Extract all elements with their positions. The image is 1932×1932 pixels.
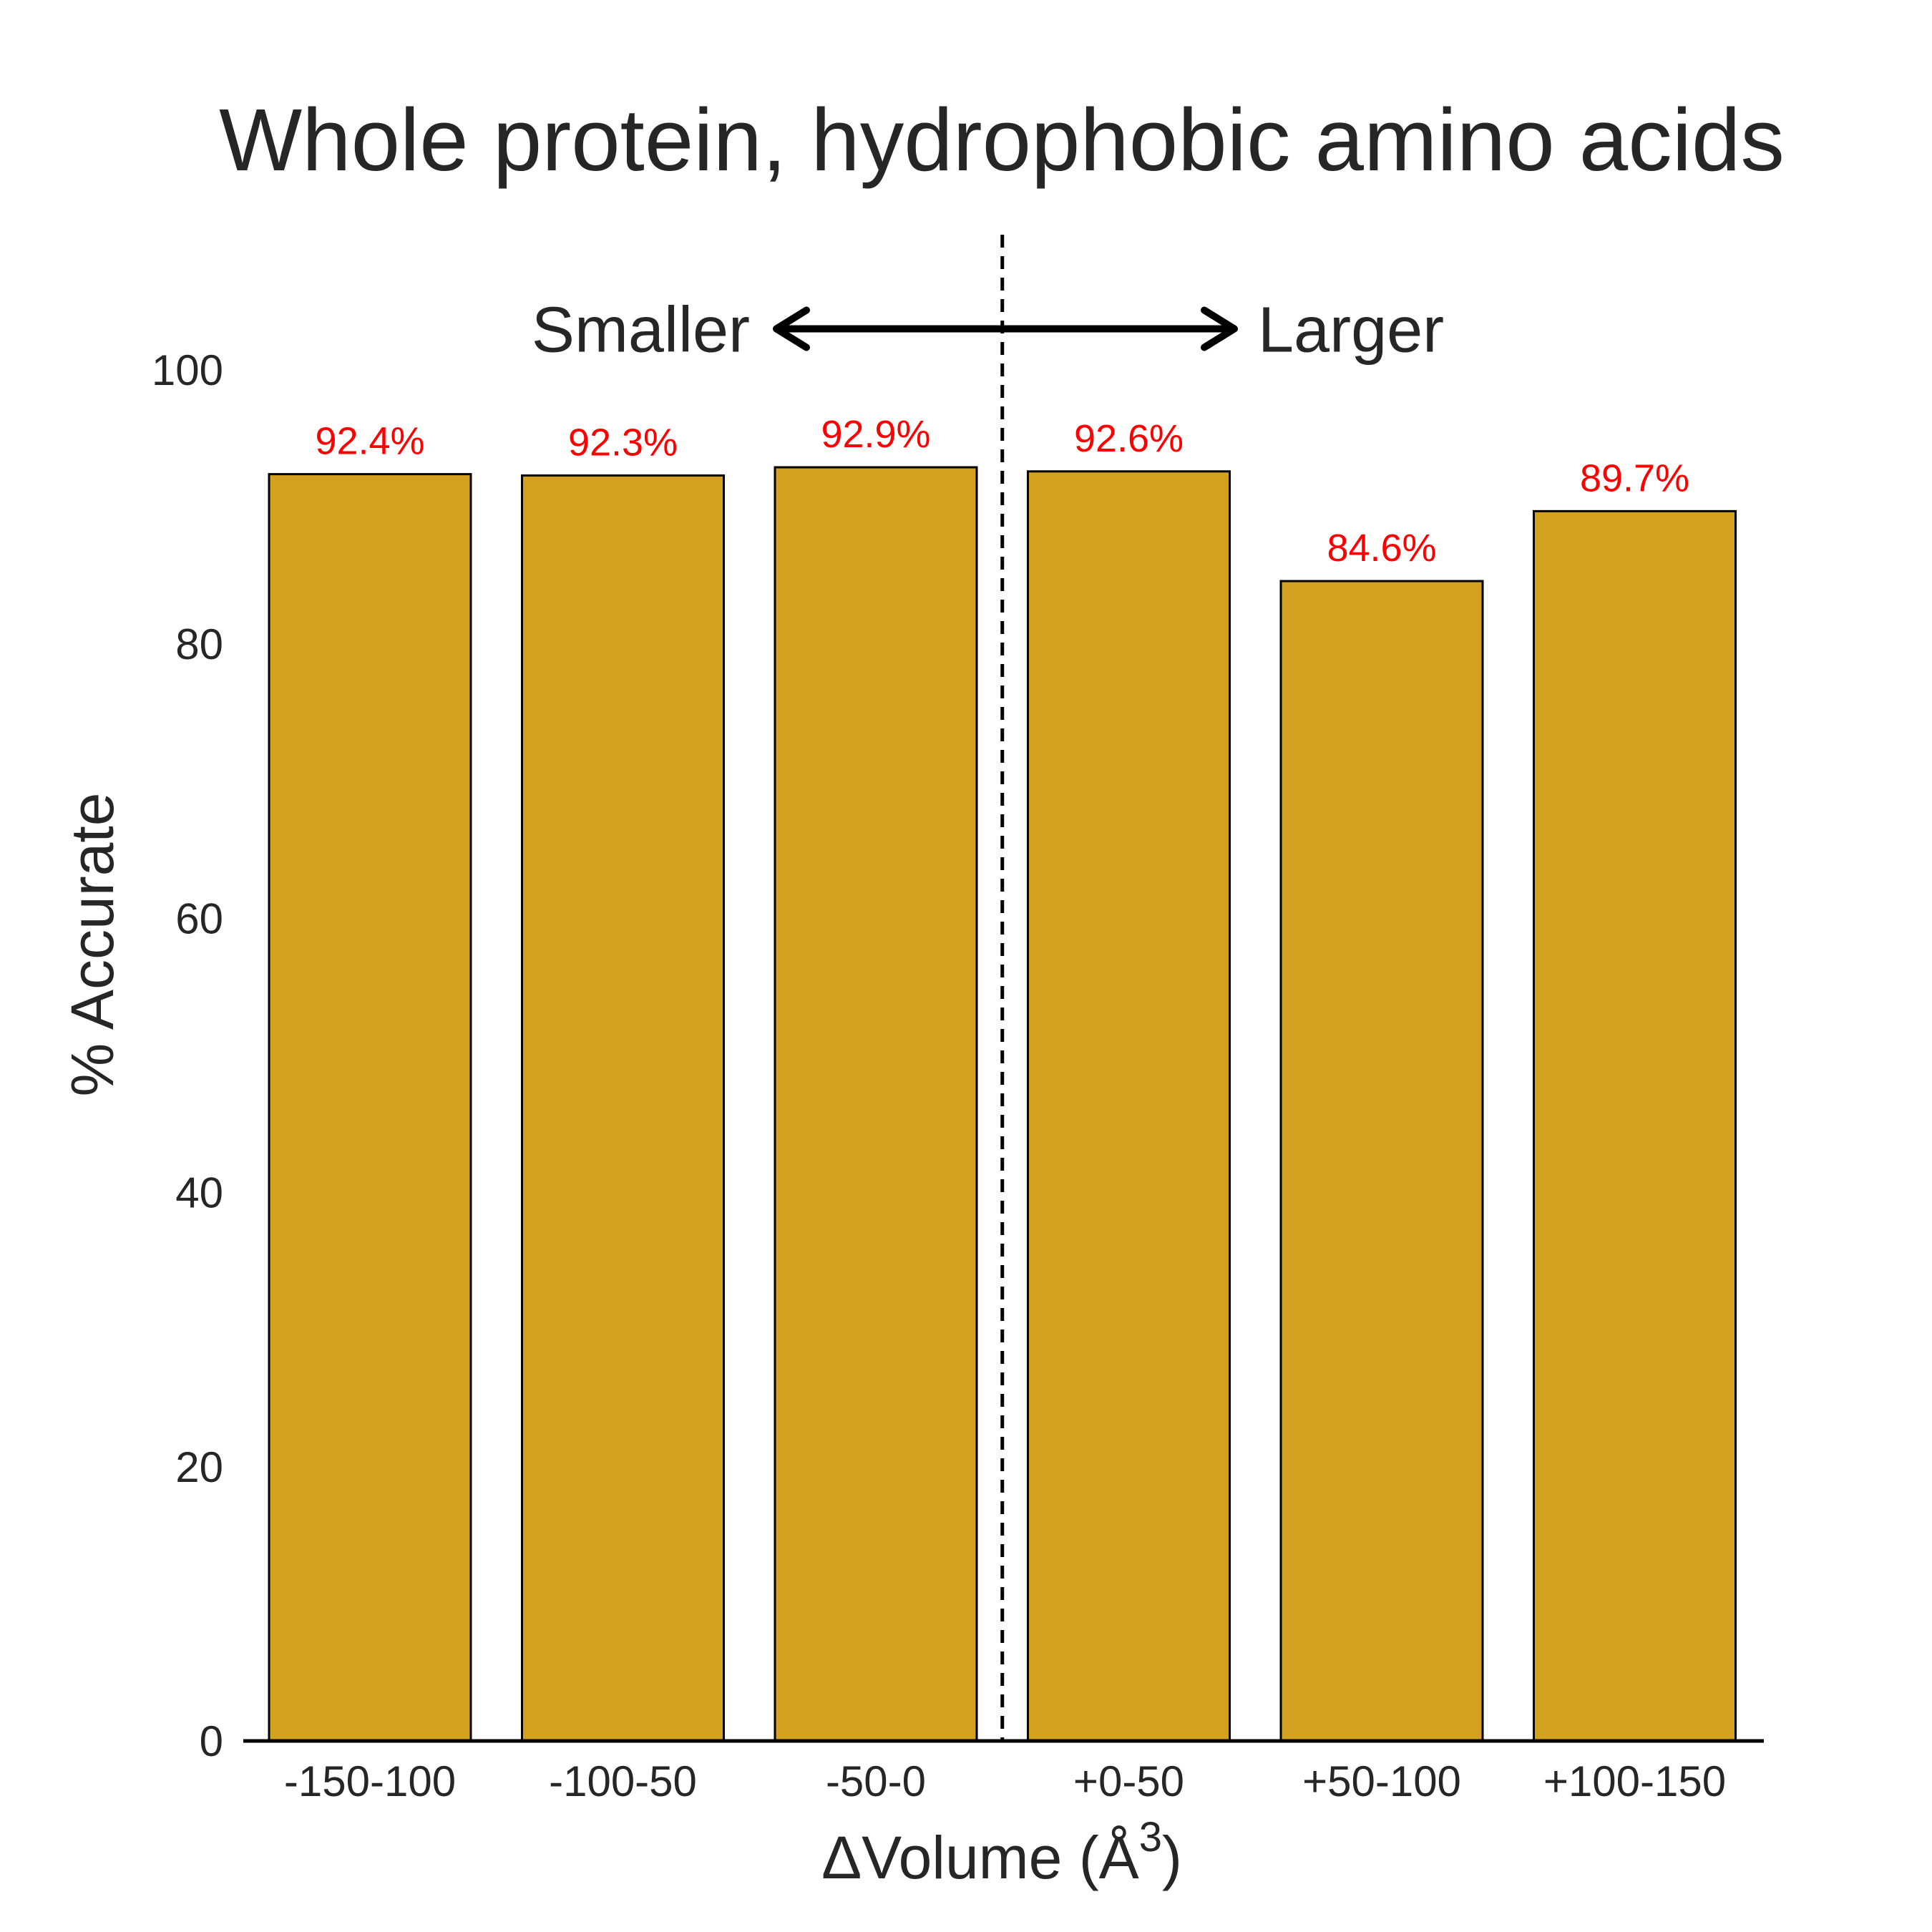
arrow-left-head — [773, 306, 810, 351]
x-axis-label-main: ΔVolume (Å — [821, 1824, 1139, 1891]
value-label-+0-50: 92.6% — [1074, 417, 1184, 460]
value-label--150-100: 92.4% — [315, 420, 424, 463]
x-tick-label: +0-50 — [1073, 1757, 1184, 1805]
arrow-right-head — [1201, 306, 1238, 351]
bar-+100-150 — [1533, 509, 1737, 1742]
x-axis-label-superscript: 3 — [1139, 1814, 1162, 1860]
annotation-larger: Larger — [1258, 295, 1444, 366]
x-axis-label: ΔVolume (Å3) — [821, 1814, 1182, 1891]
y-tick-label: 80 — [175, 620, 223, 668]
bar--50-0 — [774, 466, 978, 1742]
x-tick-label: +50-100 — [1302, 1757, 1461, 1805]
direction-arrow — [773, 306, 1238, 351]
y-axis-label: % Accurate — [59, 793, 126, 1097]
bars-layer — [268, 466, 1737, 1742]
y-tick-label: 0 — [200, 1717, 223, 1765]
value-label--100-50: 92.3% — [568, 421, 678, 464]
chart-title: Whole protein, hydrophobic amino acids — [219, 92, 1785, 190]
y-tick-label: 40 — [175, 1169, 223, 1217]
bar--150-100 — [268, 473, 472, 1742]
x-tick-label: +100-150 — [1543, 1757, 1726, 1805]
annotation-smaller: Smaller — [532, 295, 750, 366]
bar-+0-50 — [1027, 470, 1231, 1742]
bar-+50-100 — [1279, 580, 1484, 1742]
x-tick-label: -50-0 — [826, 1757, 926, 1805]
y-tick-label: 100 — [152, 346, 223, 394]
bar--100-50 — [521, 474, 725, 1742]
x-tick-label: -150-100 — [284, 1757, 456, 1805]
value-labels-layer: 92.4% 92.3% 92.9% 92.6% 84.6% 89.7% — [315, 413, 1689, 570]
x-axis-ticks: -150-100 -100-50 -50-0 +0-50 +50-100 +100-150 — [284, 1757, 1726, 1805]
value-label-+100-150: 89.7% — [1580, 457, 1689, 499]
x-axis-label-close: ) — [1162, 1824, 1182, 1891]
y-axis-ticks: 0 20 40 60 80 100 — [152, 346, 223, 1765]
value-label--50-0: 92.9% — [821, 413, 930, 456]
y-tick-label: 20 — [175, 1443, 223, 1491]
y-tick-label: 60 — [175, 894, 223, 942]
x-tick-label: -100-50 — [549, 1757, 697, 1805]
value-label-+50-100: 84.6% — [1327, 527, 1436, 570]
